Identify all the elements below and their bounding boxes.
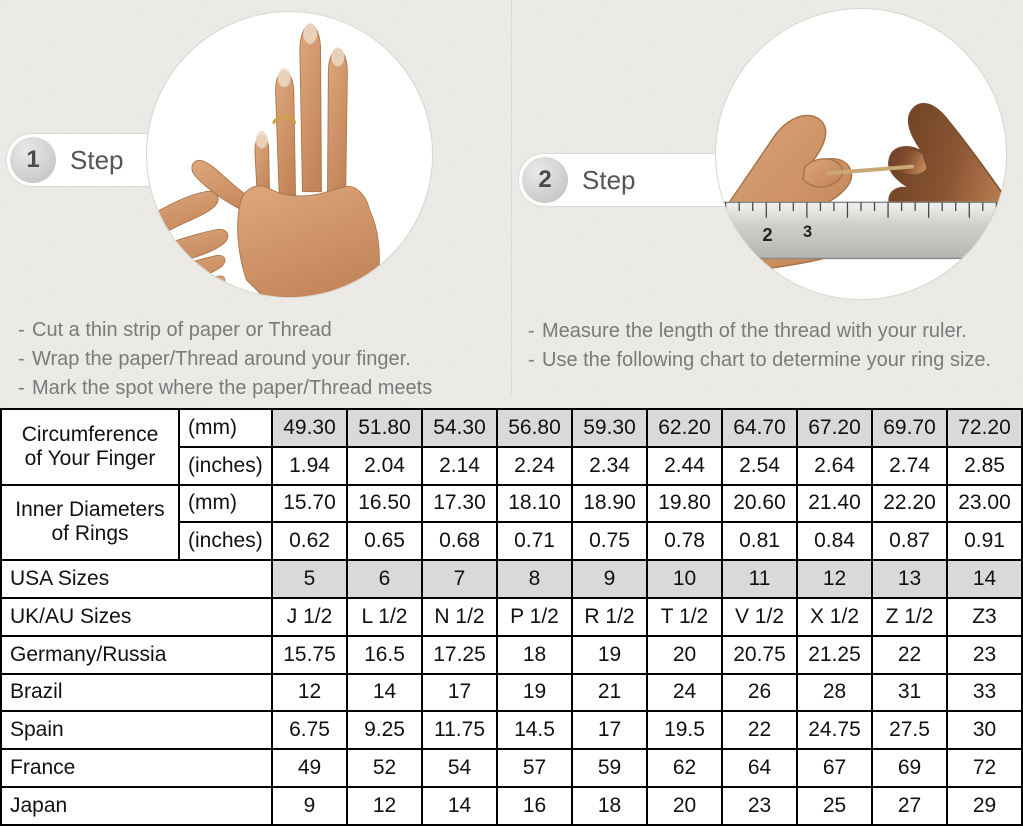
svg-text:3: 3 [803, 223, 812, 241]
svg-text:2: 2 [762, 224, 772, 245]
svg-text:1: 1 [723, 223, 732, 241]
